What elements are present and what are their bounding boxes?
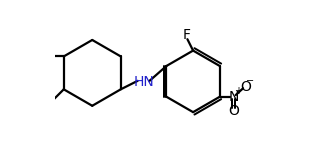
Text: N: N: [228, 90, 239, 104]
Text: O: O: [240, 80, 251, 94]
Text: −: −: [246, 76, 254, 87]
Text: HN: HN: [133, 75, 154, 89]
Text: F: F: [182, 28, 190, 42]
Text: O: O: [228, 103, 239, 118]
Text: +: +: [234, 86, 242, 96]
